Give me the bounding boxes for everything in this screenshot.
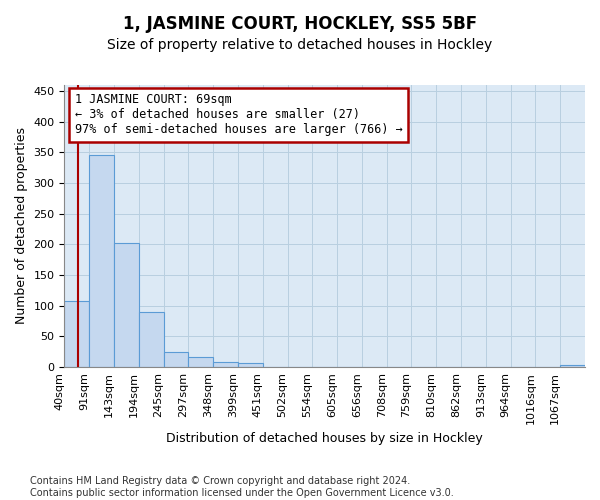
Text: Contains HM Land Registry data © Crown copyright and database right 2024.
Contai: Contains HM Land Registry data © Crown c… bbox=[30, 476, 454, 498]
Bar bbox=[213, 362, 238, 367]
Bar bbox=[238, 364, 263, 367]
Bar bbox=[114, 242, 139, 367]
Text: Size of property relative to detached houses in Hockley: Size of property relative to detached ho… bbox=[107, 38, 493, 52]
Bar bbox=[89, 156, 114, 367]
Bar bbox=[64, 300, 89, 367]
Bar bbox=[560, 365, 585, 367]
Text: 1 JASMINE COURT: 69sqm
← 3% of detached houses are smaller (27)
97% of semi-deta: 1 JASMINE COURT: 69sqm ← 3% of detached … bbox=[75, 94, 403, 136]
Bar bbox=[139, 312, 164, 367]
Y-axis label: Number of detached properties: Number of detached properties bbox=[15, 128, 28, 324]
X-axis label: Distribution of detached houses by size in Hockley: Distribution of detached houses by size … bbox=[166, 432, 483, 445]
Text: 1, JASMINE COURT, HOCKLEY, SS5 5BF: 1, JASMINE COURT, HOCKLEY, SS5 5BF bbox=[123, 15, 477, 33]
Bar bbox=[164, 352, 188, 367]
Bar bbox=[188, 357, 213, 367]
